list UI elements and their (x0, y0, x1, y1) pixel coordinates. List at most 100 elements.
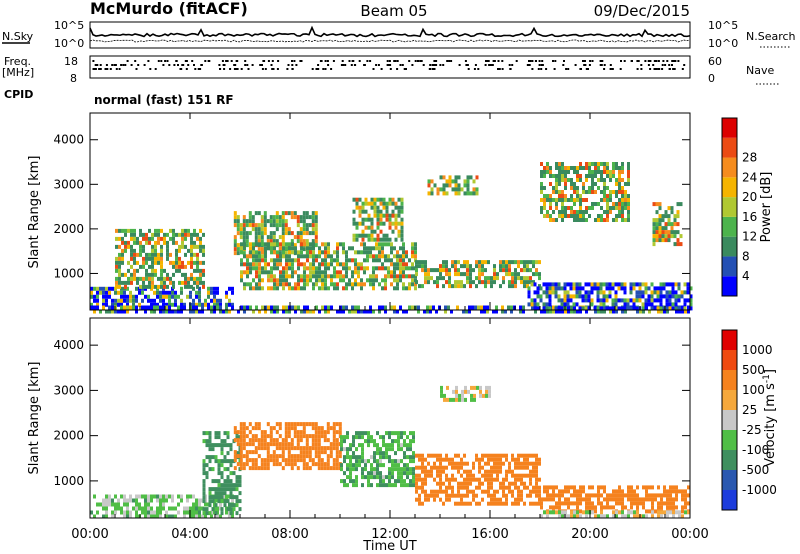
echo-cell (245, 223, 249, 228)
echo-cell (376, 205, 380, 210)
echo-cell (439, 485, 442, 490)
echo-cell (236, 227, 240, 232)
echo-cell (115, 256, 118, 261)
echo-cell (484, 489, 487, 494)
echo-cell (390, 246, 393, 251)
echo-cell (159, 494, 162, 499)
echo-cell (163, 240, 166, 245)
echo-cell (239, 446, 243, 451)
echo-cell (343, 435, 346, 440)
echo-cell (306, 274, 309, 279)
echo-cell (400, 483, 403, 488)
echo-cell (526, 473, 529, 478)
echo-cell (153, 494, 156, 499)
echo-cell (202, 463, 206, 468)
echo-cell (192, 305, 195, 310)
freq-sample (386, 60, 389, 62)
echo-cell (226, 467, 230, 472)
echo-cell (142, 236, 145, 241)
echo-cell (96, 286, 99, 291)
freq-sample (396, 60, 399, 62)
echo-cell (232, 495, 236, 500)
echo-cell (435, 309, 438, 314)
echo-cell (564, 485, 567, 490)
echo-cell (385, 237, 389, 242)
echo-cell (169, 236, 172, 241)
echo-cell (554, 282, 558, 287)
echo-cell (305, 215, 309, 220)
echo-cell (585, 178, 588, 182)
echo-cell (490, 501, 493, 506)
echo-cell (343, 447, 346, 452)
echo-cell (463, 461, 466, 466)
freq-sample (98, 68, 101, 70)
echo-cell (661, 234, 665, 239)
echo-cell (493, 453, 496, 458)
echo-cell (612, 497, 615, 502)
echo-cell (168, 298, 171, 303)
freq-sample (191, 60, 194, 62)
echo-cell (523, 501, 526, 506)
echo-cell (591, 202, 594, 206)
echo-cell (633, 514, 636, 519)
echo-cell (154, 248, 157, 253)
echo-cell (314, 223, 318, 228)
echo-cell (681, 305, 684, 310)
echo-cell (469, 191, 473, 196)
echo-cell (596, 298, 600, 303)
echo-cell (385, 483, 388, 488)
echo-cell (186, 510, 189, 515)
echo-cell (251, 450, 255, 455)
echo-cell (564, 194, 567, 198)
echo-cell (165, 309, 168, 314)
echo-cell (130, 248, 133, 253)
echo-cell (591, 170, 594, 174)
echo-cell (235, 487, 239, 492)
echo-cell (609, 178, 612, 182)
echo-cell (252, 258, 255, 263)
echo-cell (660, 501, 663, 506)
echo-cell (421, 477, 424, 482)
echo-cell (284, 219, 288, 224)
echo-cell (306, 266, 309, 271)
echo-cell (229, 495, 233, 500)
echo-cell (257, 235, 261, 240)
echo-cell (296, 219, 300, 224)
echo-cell (306, 246, 309, 251)
echo-cell (615, 493, 618, 498)
echo-cell (418, 485, 421, 490)
x-tick-label: 16:00 (471, 527, 508, 542)
freq-sample (662, 60, 665, 62)
echo-cell (181, 228, 184, 233)
echo-cell (163, 276, 166, 281)
echo-cell (399, 274, 402, 279)
echo-cell (546, 309, 549, 314)
echo-cell (314, 450, 318, 455)
echo-cell (378, 246, 381, 251)
echo-cell (597, 485, 600, 490)
echo-cell (166, 244, 169, 249)
echo-cell (472, 187, 476, 192)
echo-cell (198, 302, 201, 307)
freq-sample (637, 60, 640, 62)
echo-cell (236, 430, 240, 435)
echo-cell (246, 305, 249, 310)
echo-cell (226, 475, 230, 480)
echo-cell (581, 294, 585, 299)
echo-cell (430, 276, 433, 281)
echo-cell (624, 309, 627, 314)
echo-cell (446, 397, 449, 402)
echo-cell (493, 264, 496, 269)
echo-cell (93, 305, 96, 310)
echo-cell (502, 453, 505, 458)
echo-cell (311, 231, 315, 236)
echo-cell (208, 503, 212, 508)
echo-cell (470, 393, 473, 398)
echo-cell (233, 223, 237, 228)
echo-cell (408, 266, 411, 271)
freq-sample (464, 60, 467, 62)
echo-cell (352, 451, 355, 456)
echo-cell (673, 242, 677, 247)
freq-sample (135, 68, 138, 70)
echo-cell (225, 494, 228, 499)
